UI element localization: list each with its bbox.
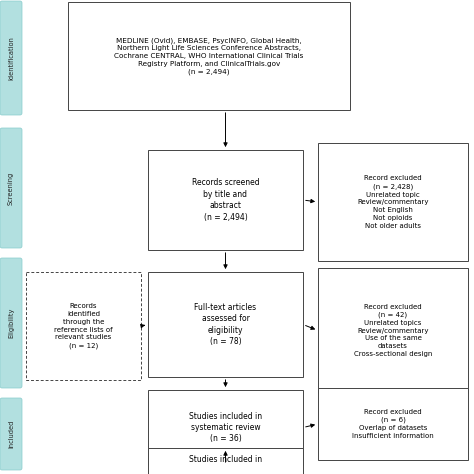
FancyBboxPatch shape — [0, 398, 22, 470]
Text: Record excluded
(n = 2,428)
Unrelated topic
Review/commentary
Not English
Not op: Record excluded (n = 2,428) Unrelated to… — [357, 175, 429, 228]
Text: MEDLINE (Ovid), EMBASE, PsycINFO, Global Health,
Northern Light Life Sciences Co: MEDLINE (Ovid), EMBASE, PsycINFO, Global… — [114, 37, 304, 75]
Bar — [318, 143, 468, 261]
Bar — [68, 2, 350, 110]
Bar — [318, 268, 468, 393]
Text: Screening: Screening — [8, 172, 14, 205]
Bar — [318, 388, 468, 460]
FancyBboxPatch shape — [0, 1, 22, 115]
Text: Records screened
by title and
abstract
(n = 2,494): Records screened by title and abstract (… — [191, 178, 259, 222]
Bar — [148, 272, 303, 377]
Bar — [148, 390, 303, 465]
Text: Records
identified
through the
reference lists of
relevant studies
(n = 12): Records identified through the reference… — [54, 303, 113, 348]
Text: Identification: Identification — [8, 36, 14, 80]
Text: Studies included in
systematic review
(n = 36): Studies included in systematic review (n… — [189, 411, 262, 444]
FancyBboxPatch shape — [0, 258, 22, 388]
Bar — [148, 150, 303, 250]
Bar — [26, 272, 141, 380]
Text: Full-text articles
assessed for
eligibility
(n = 78): Full-text articles assessed for eligibil… — [194, 303, 256, 346]
Bar — [148, 448, 303, 474]
Text: Record excluded
(n = 42)
Unrelated topics
Review/commentary
Use of the same
data: Record excluded (n = 42) Unrelated topic… — [354, 304, 432, 357]
FancyBboxPatch shape — [0, 128, 22, 248]
Text: Studies included in: Studies included in — [189, 456, 262, 465]
Text: Eligibility: Eligibility — [8, 308, 14, 338]
Text: Included: Included — [8, 420, 14, 448]
Text: Record excluded
(n = 6)
Overlap of datasets
Insufficient information: Record excluded (n = 6) Overlap of datas… — [352, 409, 434, 439]
